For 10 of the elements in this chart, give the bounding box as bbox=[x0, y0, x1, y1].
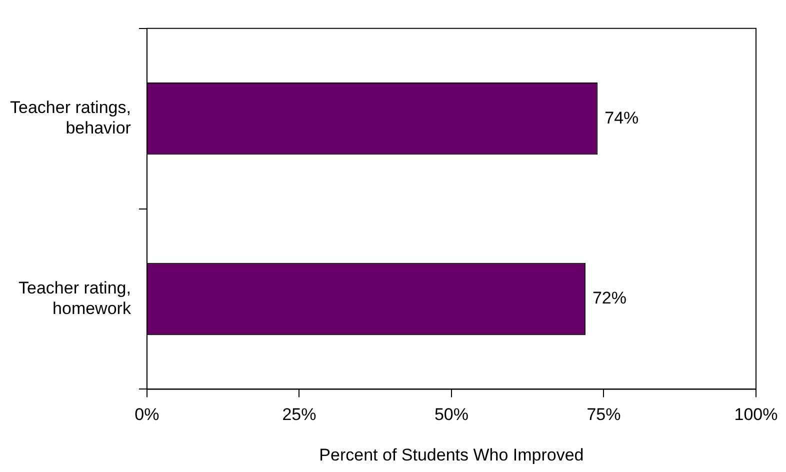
y-tick-label: Teacher rating, homework bbox=[18, 278, 132, 318]
data-label: 72% bbox=[592, 288, 626, 308]
x-tick-label: 0% bbox=[134, 405, 160, 424]
x-tick-label: 50% bbox=[434, 405, 468, 424]
y-tick-label: Teacher ratings, behavior bbox=[10, 98, 132, 138]
x-tick-label: 75% bbox=[586, 405, 621, 424]
x-tick-label: 100% bbox=[734, 405, 778, 424]
data-label: 74% bbox=[604, 108, 639, 128]
x-tick-label: 25% bbox=[282, 405, 316, 424]
x-axis-title: Percent of Students Who Improved bbox=[319, 445, 584, 464]
